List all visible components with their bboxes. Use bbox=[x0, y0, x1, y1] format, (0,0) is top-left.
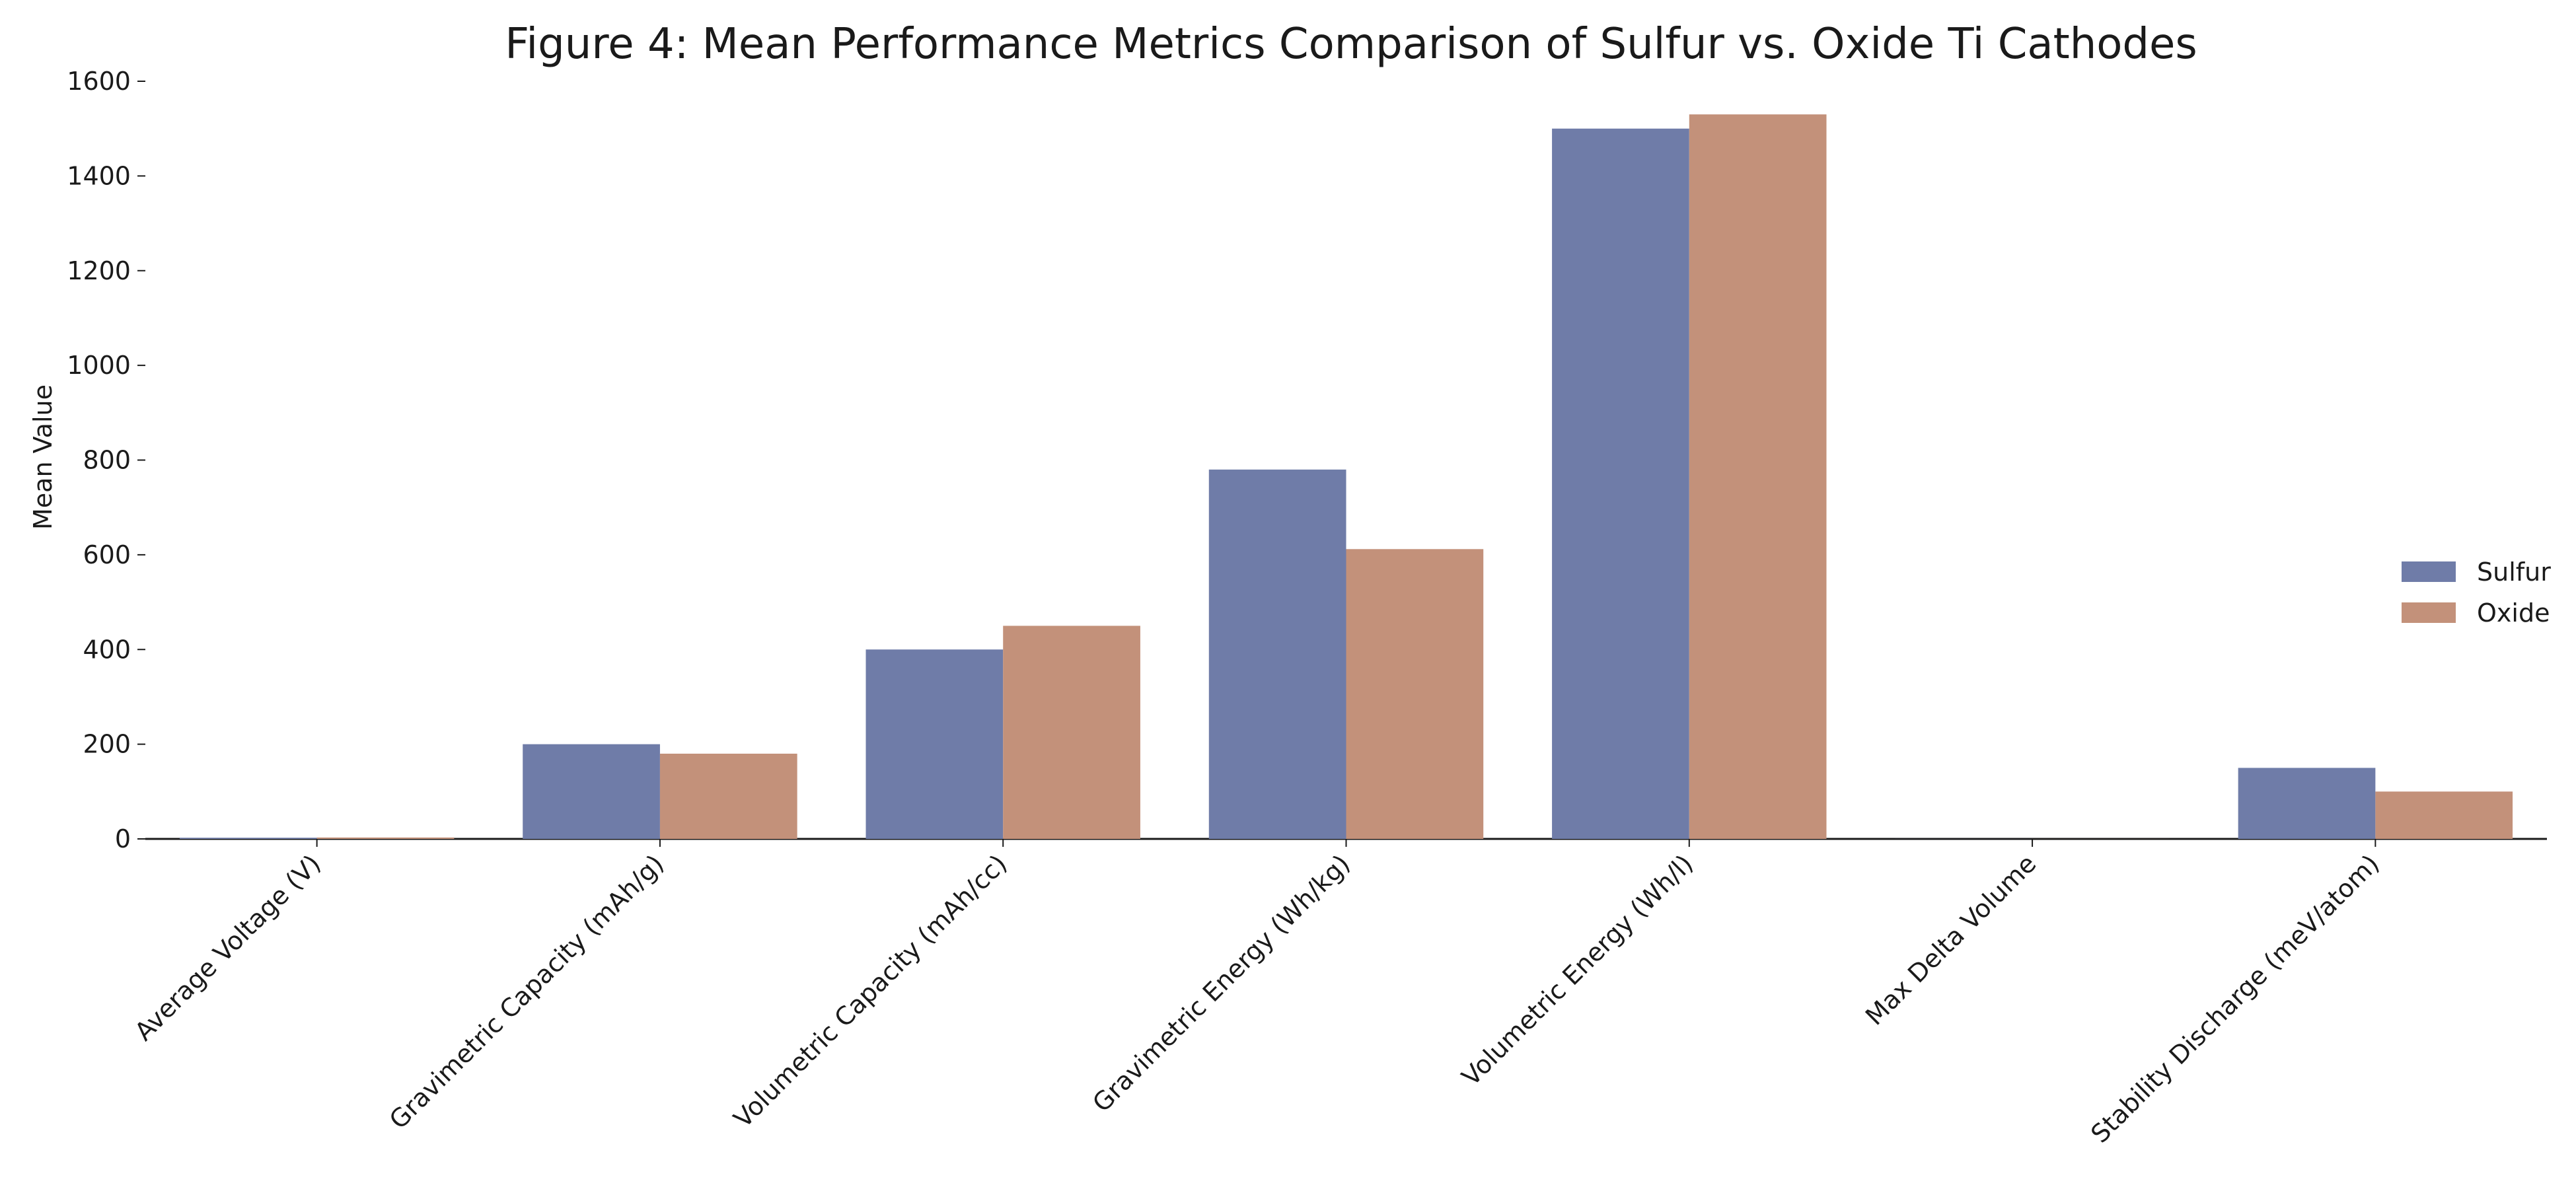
y-tick-label: 400 bbox=[83, 635, 131, 664]
bar-oxide bbox=[2375, 791, 2513, 839]
bar-sulfur bbox=[865, 649, 1004, 839]
bar-oxide bbox=[1003, 626, 1140, 839]
y-axis-label: Mean Value bbox=[28, 384, 57, 530]
x-tick-label: Volumetric Energy (Wh/l) bbox=[1456, 849, 1699, 1091]
legend: Sulfur Oxide bbox=[2402, 558, 2551, 628]
x-tick-label: Stability Discharge (meV/atom) bbox=[2085, 849, 2384, 1148]
y-tick-label: 600 bbox=[83, 540, 131, 569]
bar-oxide bbox=[1689, 114, 1827, 839]
y-tick-label: 1000 bbox=[67, 351, 131, 380]
bar-oxide bbox=[1346, 549, 1484, 839]
x-tick-label: Max Delta Volume bbox=[1860, 849, 2042, 1030]
x-axis: Average Voltage (V) Gravimetric Capacity … bbox=[129, 838, 2547, 1149]
y-tick-label: 1400 bbox=[67, 161, 131, 190]
y-tick-label: 0 bbox=[115, 824, 131, 853]
bar-sulfur bbox=[179, 838, 317, 839]
x-tick-label: Volumetric Capacity (mAh/cc) bbox=[728, 849, 1013, 1134]
bars bbox=[179, 114, 2513, 839]
legend-swatch-oxide bbox=[2402, 602, 2456, 623]
bar-sulfur bbox=[523, 744, 660, 839]
y-tick-label: 1200 bbox=[67, 256, 131, 285]
chart-title: Figure 4: Mean Performance Metrics Compa… bbox=[505, 20, 2197, 69]
bar-sulfur bbox=[1552, 128, 1689, 839]
x-tick-label: Gravimetric Capacity (mAh/g) bbox=[384, 849, 670, 1135]
bar-oxide bbox=[659, 753, 797, 839]
legend-swatch-sulfur bbox=[2402, 561, 2456, 582]
x-tick-label: Average Voltage (V) bbox=[129, 849, 326, 1046]
x-tick-label: Gravimetric Energy (Wh/kg) bbox=[1087, 849, 1356, 1118]
legend-label-oxide: Oxide bbox=[2477, 598, 2550, 628]
y-tick-label: 200 bbox=[83, 730, 131, 759]
y-tick-label: 1600 bbox=[67, 67, 131, 96]
legend-label-sulfur: Sulfur bbox=[2477, 558, 2551, 587]
bar-sulfur bbox=[1208, 469, 1346, 839]
y-axis: 0 200 400 600 800 1000 1200 1400 1600 bbox=[67, 67, 145, 853]
y-tick-label: 800 bbox=[83, 446, 131, 475]
bar-sulfur bbox=[2238, 768, 2376, 839]
bar-oxide bbox=[316, 837, 455, 839]
